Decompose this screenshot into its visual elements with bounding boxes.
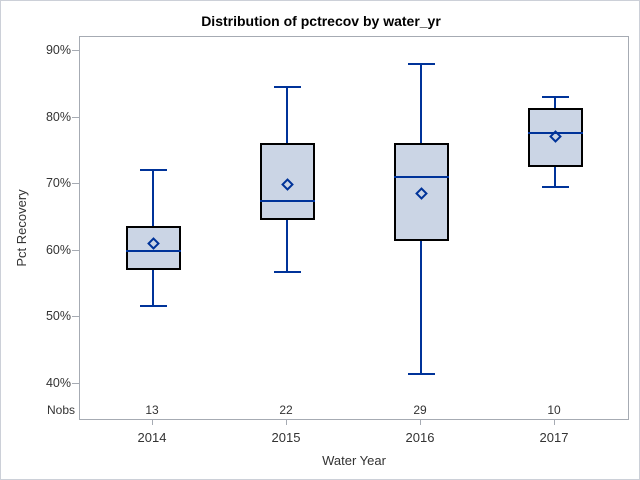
y-tick-mark bbox=[72, 116, 79, 118]
whisker-cap-top-2017 bbox=[542, 95, 569, 98]
y-tick-label-60: 60% bbox=[45, 242, 71, 257]
nobs-row-label: Nobs bbox=[46, 403, 75, 417]
x-tick-mark bbox=[554, 420, 555, 425]
y-tick-mark bbox=[72, 50, 79, 51]
median-line-2017 bbox=[528, 131, 583, 134]
whisker-cap-top-2014 bbox=[140, 169, 167, 172]
plot-area bbox=[79, 36, 629, 420]
median-line-2016 bbox=[394, 176, 449, 179]
median-line-2015 bbox=[260, 200, 315, 203]
y-axis-title: Pct Recovery bbox=[14, 189, 29, 267]
x-tick-mark bbox=[420, 420, 421, 425]
y-tick-mark bbox=[72, 316, 79, 317]
nobs-value-2015: 22 bbox=[279, 403, 293, 417]
x-tick-label-2017: 2017 bbox=[539, 430, 569, 445]
y-tick-mark bbox=[72, 183, 79, 184]
y-tick-mark bbox=[72, 249, 79, 251]
chart-title: Distribution of pctrecov by water_yr bbox=[201, 13, 441, 29]
x-axis-title: Water Year bbox=[322, 453, 386, 468]
x-tick-mark bbox=[152, 420, 153, 425]
y-tick-label-80: 80% bbox=[45, 109, 71, 124]
x-tick-label-2015: 2015 bbox=[271, 430, 301, 445]
y-tick-label-90: 90% bbox=[45, 43, 71, 57]
box-2017 bbox=[528, 107, 583, 168]
whisker-cap-bottom-2017 bbox=[542, 186, 569, 189]
y-tick-mark bbox=[72, 382, 79, 384]
nobs-value-2017: 10 bbox=[547, 403, 561, 417]
box-2014 bbox=[126, 225, 181, 271]
y-tick-label-50: 50% bbox=[45, 309, 71, 323]
box-2015 bbox=[260, 142, 315, 220]
median-line-2014 bbox=[126, 249, 181, 252]
whisker-cap-bottom-2015 bbox=[274, 271, 301, 274]
whisker-cap-bottom-2014 bbox=[140, 304, 167, 307]
x-tick-mark bbox=[286, 420, 287, 425]
nobs-value-2016: 29 bbox=[413, 403, 427, 417]
y-tick-label-40: 40% bbox=[45, 375, 71, 390]
whisker-cap-top-2016 bbox=[408, 62, 435, 65]
whisker-cap-bottom-2016 bbox=[408, 372, 435, 375]
nobs-value-2014: 13 bbox=[145, 403, 159, 417]
x-tick-label-2014: 2014 bbox=[137, 430, 167, 445]
whisker-cap-top-2015 bbox=[274, 85, 301, 88]
y-tick-label-70: 70% bbox=[45, 176, 71, 190]
box-2016 bbox=[394, 143, 449, 241]
x-tick-label-2016: 2016 bbox=[405, 430, 435, 445]
